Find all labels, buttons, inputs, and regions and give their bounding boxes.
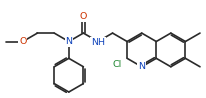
Text: Cl: Cl [112, 60, 122, 69]
Text: N: N [65, 37, 72, 46]
Text: N: N [138, 62, 145, 71]
Text: O: O [80, 12, 87, 21]
Text: O: O [19, 37, 27, 46]
Text: NH: NH [91, 38, 105, 47]
